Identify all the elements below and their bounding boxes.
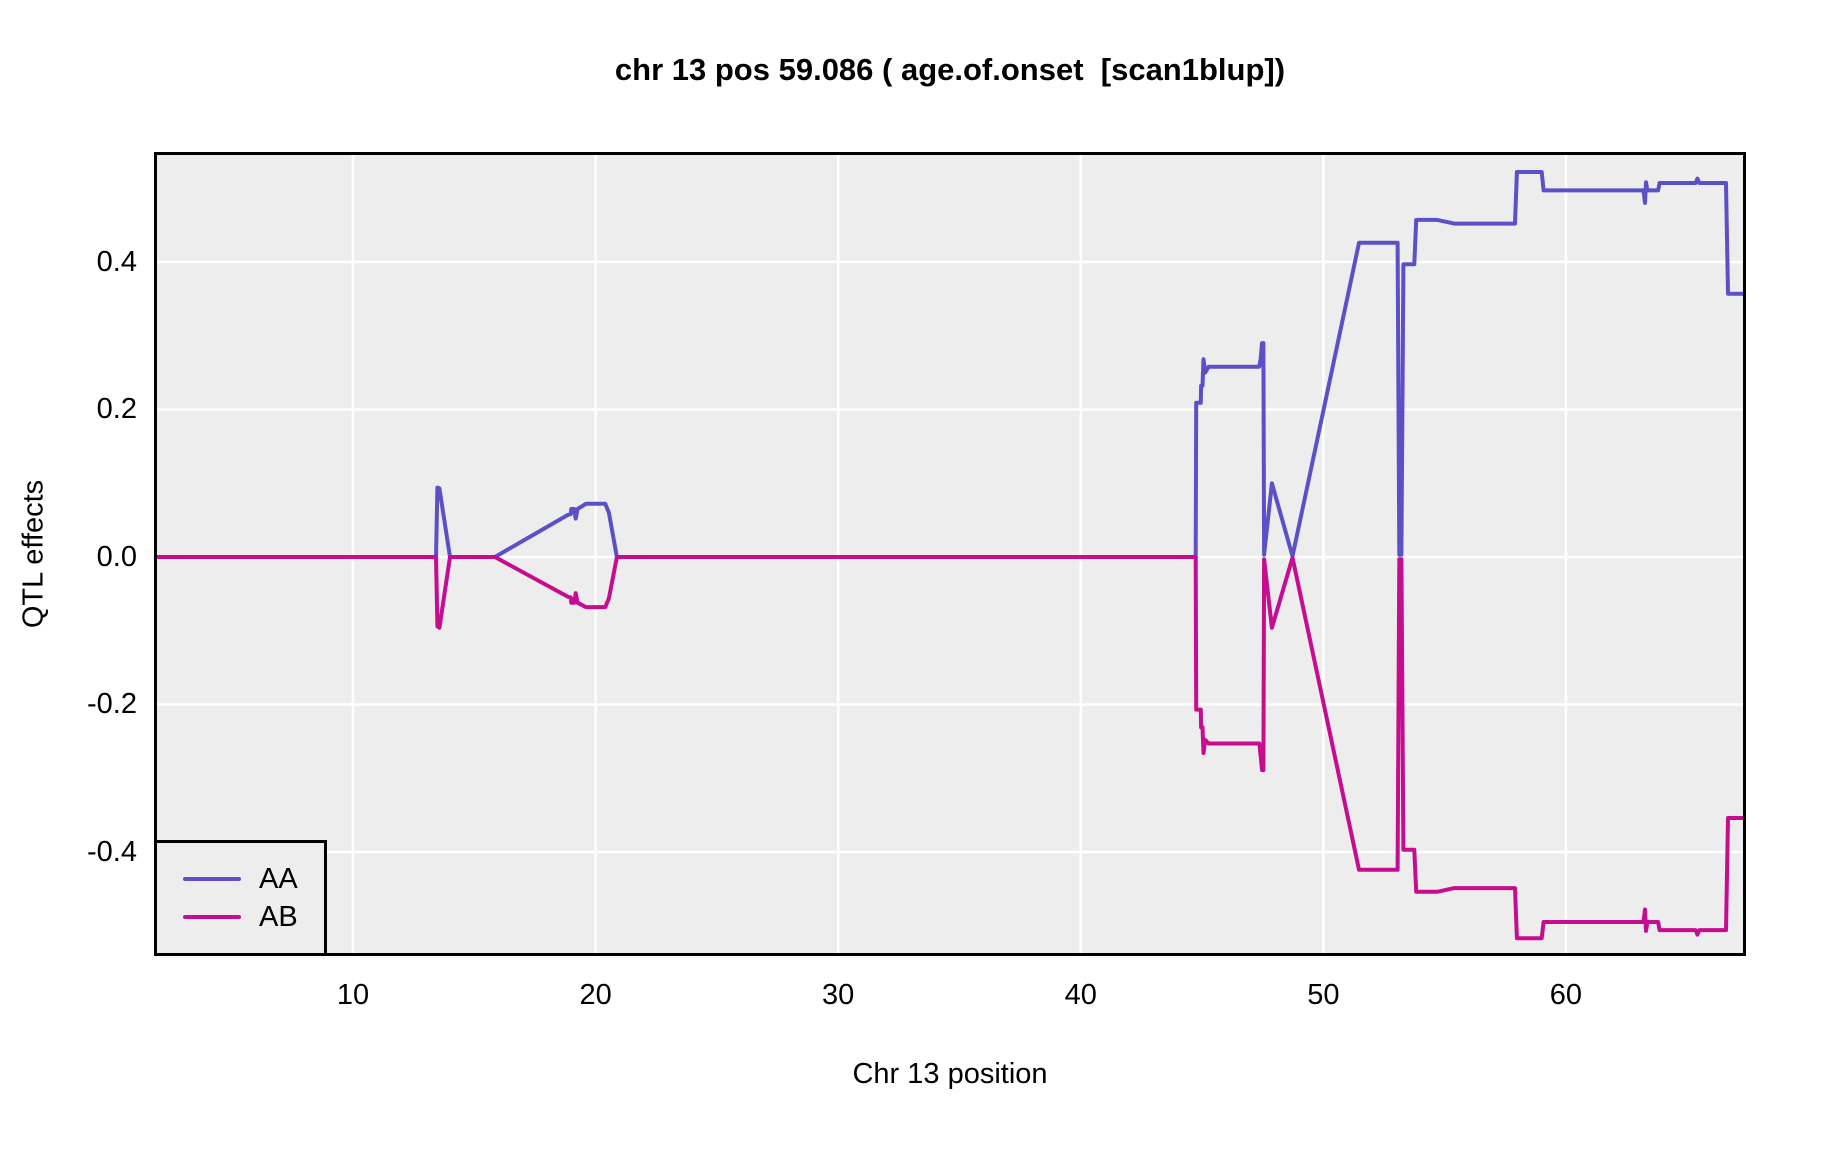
chart-title: chr 13 pos 59.086 ( age.of.onset [scan1b… [614, 52, 1286, 87]
series-line-aa [157, 170, 1743, 559]
legend-item-aa: AA [183, 862, 324, 895]
x-axis-title: Chr 13 position [852, 1058, 1048, 1090]
x-tick-label: 40 [1064, 979, 1097, 1011]
x-tick-label: 30 [822, 979, 855, 1011]
x-tick-label: 50 [1307, 979, 1340, 1011]
y-axis-title: QTL effects [17, 479, 50, 629]
x-tick-label: 20 [579, 979, 612, 1011]
panel-background [157, 155, 1743, 953]
plot-svg [157, 155, 1743, 953]
y-tick-label: 0.4 [96, 245, 137, 278]
plot-panel: AA AB [154, 152, 1746, 956]
y-tick-label: 0.2 [96, 393, 137, 426]
y-tick-label: -0.4 [87, 835, 137, 868]
legend-label-aa: AA [259, 862, 298, 895]
x-tick-label: 10 [336, 979, 370, 1011]
series-line-ab [157, 555, 1743, 941]
legend-line-swatch-aa [183, 877, 241, 881]
legend-label-ab: AB [259, 900, 298, 933]
legend-item-ab: AB [183, 900, 324, 933]
y-tick-label: -0.2 [87, 688, 137, 721]
legend: AA AB [154, 840, 327, 956]
legend-line-swatch-ab [183, 915, 241, 919]
x-tick-label: 60 [1549, 979, 1583, 1011]
